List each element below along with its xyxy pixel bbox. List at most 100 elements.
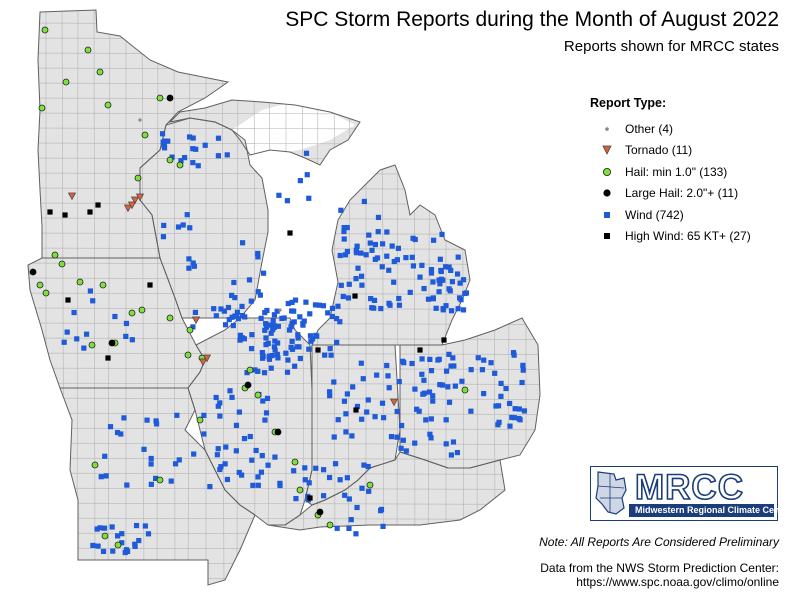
wind-report [430, 393, 436, 399]
wind-report [239, 303, 245, 310]
hail-report [184, 351, 192, 359]
wind-report [419, 262, 425, 268]
hail-report [51, 251, 59, 259]
wind-report [190, 324, 196, 330]
legend-item-hail: Hail: min 1.0" (133) [590, 161, 780, 183]
wind-report [295, 332, 301, 338]
wind-report [436, 356, 442, 362]
wind-report [297, 355, 303, 362]
map-title: SPC Storm Reports during the Month of Au… [285, 8, 779, 31]
wind-report [190, 260, 196, 266]
wind-report [255, 368, 261, 374]
wind-report [291, 468, 297, 474]
wind-report [346, 525, 352, 532]
wind-report [427, 356, 433, 362]
wind-report [231, 279, 237, 286]
wind-report [409, 254, 415, 260]
wind-report [217, 413, 223, 419]
wind-report [345, 295, 352, 301]
wind-report [412, 236, 418, 243]
wind-report [129, 337, 135, 343]
legend-label-high-wind: High Wind: 65 KT+ (27) [625, 229, 751, 244]
wind-report [443, 264, 449, 270]
tornado-report [198, 358, 208, 367]
wind-report [355, 265, 361, 271]
wind-report [102, 453, 108, 459]
wind-report [337, 477, 343, 483]
hail-report [196, 416, 204, 424]
wind-report [264, 395, 271, 402]
hail-report [88, 341, 96, 349]
wind-report [186, 265, 192, 271]
wind-report [333, 315, 340, 322]
midwest-states-logo-icon [595, 471, 627, 515]
storm-reports [29, 26, 528, 556]
wind-report [450, 355, 456, 361]
high-wind-report [47, 209, 53, 215]
wind-report [412, 440, 418, 446]
wind-report [145, 531, 152, 537]
hail-report [76, 278, 84, 286]
wind-report [153, 421, 160, 427]
wind-report [124, 482, 130, 488]
wind-report [334, 339, 340, 345]
wind-report [380, 523, 386, 529]
wind-report [211, 306, 217, 312]
legend-item-tornado: Tornado (11) [590, 140, 780, 162]
wind-report [233, 313, 240, 319]
hail-report [38, 104, 46, 112]
wind-report [371, 297, 378, 304]
wind-report [446, 286, 452, 292]
wind-report [81, 345, 87, 351]
wind-report [379, 241, 386, 247]
wind-report [443, 303, 449, 309]
legend-label-large-hail: Large Hail: 2.0"+ (11) [625, 186, 739, 201]
wind-report [95, 543, 101, 549]
wind-report [395, 245, 402, 251]
border-missouri [59, 387, 256, 586]
wind-report [176, 457, 182, 463]
wind-report [437, 256, 443, 262]
wind-report [90, 298, 96, 304]
wind-report [519, 379, 525, 386]
high-wind-report [353, 407, 359, 413]
tornado-report [130, 196, 140, 205]
wind-report [257, 292, 263, 298]
wind-report [234, 309, 240, 315]
wind-report [458, 297, 464, 303]
wind-report [271, 323, 277, 329]
border-michiganLP [311, 164, 471, 346]
hail-report [291, 458, 299, 466]
wind-report [329, 305, 336, 311]
wind-report [354, 243, 360, 249]
high-wind-report [65, 297, 71, 303]
wind-report [344, 391, 350, 397]
wind-report [255, 254, 261, 260]
wind-report [201, 412, 207, 418]
wind-report [232, 295, 238, 301]
wind-report [430, 279, 436, 285]
wind-report [359, 416, 365, 422]
land-minnesota [38, 10, 228, 258]
wind-report [338, 207, 344, 213]
wind-report [101, 525, 108, 531]
wind-report [329, 313, 336, 320]
wind-report [119, 540, 125, 546]
wind-report [407, 289, 413, 295]
wind-report [263, 341, 269, 348]
tornado-triangle-icon [602, 145, 612, 156]
wind-report [436, 289, 442, 295]
wind-report [284, 369, 291, 375]
wind-report [358, 360, 364, 366]
wind-report [300, 322, 306, 328]
wind-report [388, 434, 395, 440]
wind-report [248, 298, 254, 304]
wind-report [263, 324, 270, 330]
land-indiana [305, 345, 400, 505]
wind-report [313, 465, 319, 471]
high-wind-report [441, 337, 447, 343]
wind-report [313, 332, 319, 339]
wind-report [342, 492, 348, 498]
hail-report [186, 326, 194, 334]
wind-report [148, 461, 154, 467]
